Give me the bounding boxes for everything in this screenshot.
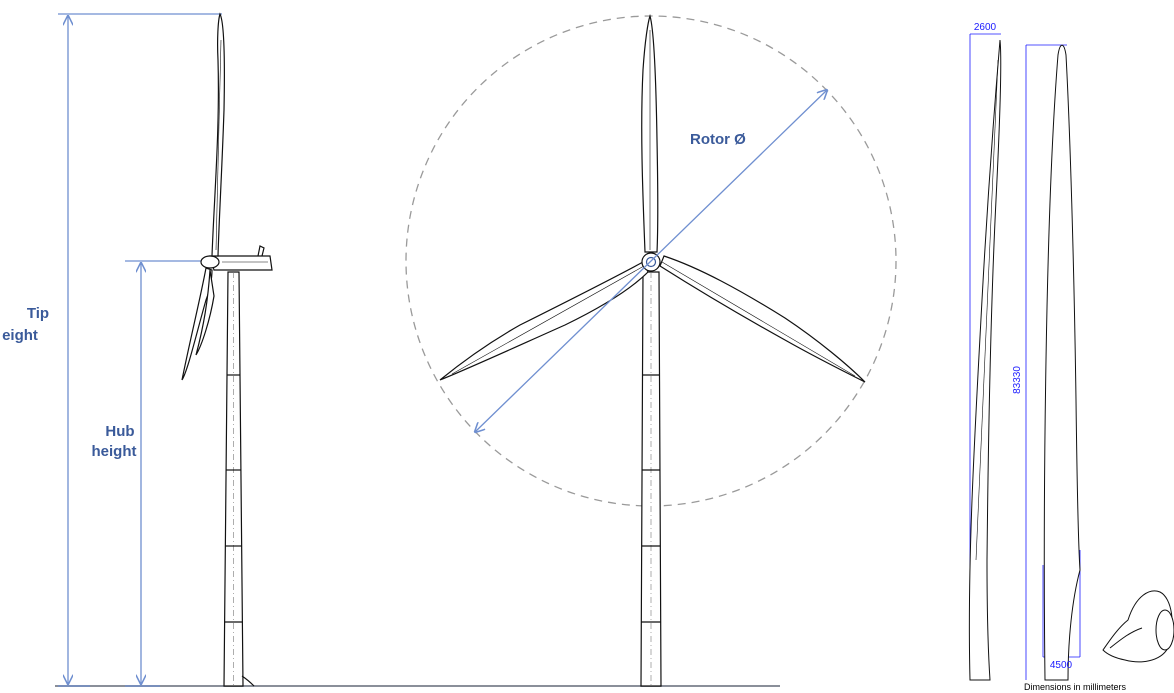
rotor-diameter-label: Rotor Ø — [690, 131, 746, 148]
dimensions-note: Dimensions in millimeters — [1024, 682, 1127, 692]
blade-side-profile — [968, 33, 1002, 681]
rotor-diameter-dimension — [475, 90, 827, 432]
blade-length-label: 83330 — [1012, 366, 1023, 394]
front-tower — [640, 271, 662, 687]
tip-label-line1: Tip — [27, 305, 49, 322]
front-blade-right — [659, 255, 866, 383]
tip-label-line2: eight — [2, 327, 38, 344]
hub-label-line1: Hub — [105, 423, 134, 440]
tip-height-dimension — [58, 13, 222, 687]
hub-height-dimension — [125, 260, 215, 687]
side-view-turbine — [181, 12, 273, 687]
blade-root-section — [1102, 590, 1174, 663]
side-blade-down-2 — [195, 269, 215, 356]
hub-label-line2: height — [92, 443, 137, 460]
front-blade-left — [439, 261, 649, 381]
side-tower — [223, 271, 255, 687]
blade-planform — [1025, 44, 1081, 681]
blade-chord-label: 4500 — [1050, 660, 1073, 671]
blade-root-width-label: 2600 — [974, 22, 997, 33]
side-blade-up — [211, 12, 225, 257]
side-hub — [200, 255, 220, 269]
front-view-turbine: Rotor Ø — [405, 13, 897, 687]
